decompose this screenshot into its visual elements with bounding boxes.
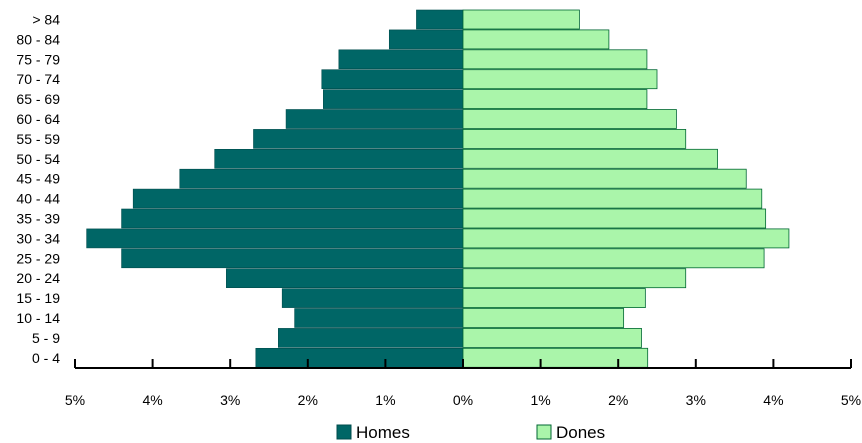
bar-dones	[462, 109, 677, 129]
category-label: 75 - 79	[16, 51, 60, 67]
category-label: 10 - 14	[16, 310, 60, 326]
bar-dones	[462, 148, 718, 169]
bar-homes	[121, 248, 464, 269]
bar-dones	[462, 288, 646, 309]
bar-homes	[285, 109, 464, 129]
category-label: 35 - 39	[16, 211, 60, 227]
x-tick-label: 1%	[375, 392, 395, 408]
x-tick-label: 4%	[142, 392, 162, 408]
bar-dones	[462, 89, 648, 109]
bar-homes	[214, 149, 464, 169]
bar-dones	[462, 188, 763, 209]
category-label: 60 - 64	[16, 111, 60, 127]
x-tick-label: 3%	[220, 392, 240, 408]
x-tick-label: 2%	[608, 392, 628, 408]
bar-homes	[132, 188, 464, 209]
category-label: 30 - 34	[16, 230, 60, 246]
bar-homes	[179, 168, 464, 189]
bar-dones	[462, 308, 625, 328]
legend: Homes Dones	[336, 423, 605, 442]
category-label: 55 - 59	[16, 131, 60, 147]
bar-homes	[323, 89, 464, 109]
bar-homes	[86, 228, 464, 249]
bar-homes	[416, 9, 464, 30]
legend-label: Dones	[556, 423, 605, 442]
category-label: > 84	[32, 12, 60, 28]
category-label: 45 - 49	[16, 171, 60, 187]
category-label: 50 - 54	[16, 151, 60, 167]
bar-homes	[281, 288, 464, 308]
category-label: 25 - 29	[16, 250, 60, 266]
legend-item-homes: Homes	[336, 423, 410, 442]
category-label: 70 - 74	[16, 71, 60, 87]
legend-label: Homes	[356, 423, 410, 442]
bar-homes	[338, 49, 464, 70]
bar-homes	[278, 328, 464, 348]
bar-dones	[462, 248, 765, 269]
category-label: 15 - 19	[16, 290, 60, 306]
bar-dones	[462, 228, 790, 249]
x-tick-label: 1%	[530, 392, 550, 408]
x-tick-label: 5%	[841, 392, 861, 408]
x-tick-label: 4%	[763, 392, 783, 408]
legend-swatch	[536, 424, 552, 440]
bar-homes	[226, 268, 464, 289]
category-label: 65 - 69	[16, 91, 60, 107]
x-tick-label: 2%	[298, 392, 318, 408]
legend-swatch	[336, 424, 352, 440]
bar-dones	[462, 9, 580, 30]
category-label: 0 - 4	[32, 350, 60, 366]
bar-homes	[388, 29, 464, 50]
bar-dones	[462, 327, 642, 348]
bar-dones	[462, 268, 687, 289]
category-label: 80 - 84	[16, 31, 60, 47]
x-axis: 5% 4% 3% 2% 1% 0% 1% 2% 3% 4% 5%	[65, 359, 861, 408]
x-tick-label: 0%	[453, 392, 473, 408]
bar-dones	[462, 208, 767, 229]
bar-dones	[462, 49, 648, 70]
bars-layer	[86, 9, 790, 368]
bar-dones	[462, 128, 687, 149]
legend-item-dones: Dones	[536, 423, 605, 442]
category-label: 40 - 44	[16, 191, 60, 207]
bar-homes	[294, 308, 464, 328]
category-labels: > 84 80 - 84 75 - 79 70 - 74 65 - 69 60 - 64 5…	[16, 12, 60, 366]
category-label: 20 - 24	[16, 270, 60, 286]
bar-dones	[462, 29, 610, 50]
category-label: 5 - 9	[32, 330, 60, 346]
bar-homes	[321, 69, 464, 89]
bar-homes	[121, 208, 464, 229]
bar-dones	[462, 347, 649, 368]
bar-homes	[253, 129, 464, 149]
x-tick-label: 3%	[686, 392, 706, 408]
bar-dones	[462, 69, 658, 90]
bar-homes	[255, 347, 464, 368]
x-tick-label: 5%	[65, 392, 85, 408]
bar-dones	[462, 168, 747, 189]
